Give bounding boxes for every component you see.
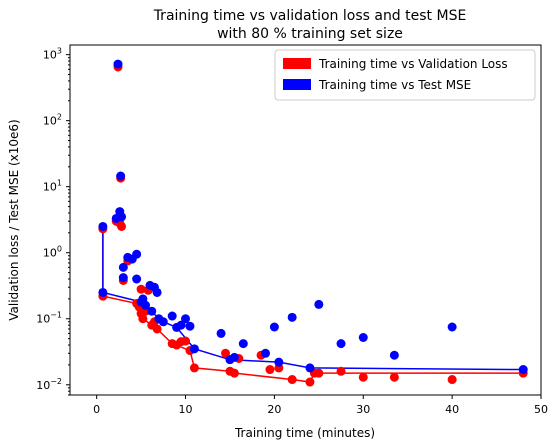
data-point-series-1: [118, 273, 128, 283]
data-point-series-1: [216, 328, 226, 338]
x-tick-label: 10: [179, 403, 193, 416]
data-point-series-1: [389, 350, 399, 360]
data-point-series-1: [189, 344, 199, 354]
y-tick-label: 103: [43, 47, 62, 62]
data-point-series-1: [305, 363, 315, 373]
data-point-series-0: [117, 221, 127, 231]
data-point-series-1: [181, 314, 191, 324]
x-axis-label: Training time (minutes): [234, 426, 375, 440]
data-points: [98, 59, 528, 387]
y-tick-label: 101: [43, 179, 62, 194]
data-point-series-1: [358, 332, 368, 342]
data-point-series-1: [261, 348, 271, 358]
y-tick-label: 102: [43, 113, 62, 128]
data-point-series-1: [98, 287, 108, 297]
data-point-series-1: [167, 311, 177, 321]
data-point-series-1: [152, 287, 162, 297]
legend-swatch-test-mse: [283, 79, 311, 90]
data-point-series-1: [116, 171, 126, 181]
y-tick-label: 100: [43, 245, 62, 260]
data-point-series-0: [358, 372, 368, 382]
data-point-series-1: [447, 322, 457, 332]
y-axis: 10−2 10−1 100 101 102 103: [36, 47, 70, 396]
y-tick-label: 10−2: [36, 377, 62, 392]
data-point-series-1: [185, 321, 195, 331]
data-point-series-1: [238, 339, 248, 349]
data-point-series-0: [305, 377, 315, 387]
legend-label-test-mse: Training time vs Test MSE: [318, 78, 471, 92]
legend-swatch-validation-loss: [283, 58, 311, 69]
data-point-series-1: [176, 320, 186, 330]
data-point-series-1: [118, 262, 128, 272]
data-point-series-0: [389, 372, 399, 382]
x-tick-label: 0: [93, 403, 100, 416]
x-tick-label: 50: [534, 403, 548, 416]
data-point-series-0: [447, 375, 457, 385]
legend-box: [274, 49, 536, 101]
x-axis: 0 10 20 30 40 50: [93, 395, 548, 416]
data-point-series-1: [117, 212, 127, 222]
data-point-series-1: [158, 317, 168, 327]
data-point-series-0: [138, 314, 148, 324]
y-axis-label: Validation loss / Test MSE (x10e6): [7, 119, 21, 321]
data-point-series-1: [518, 365, 528, 375]
x-tick-label: 20: [267, 403, 281, 416]
data-point-series-0: [265, 365, 275, 375]
data-point-series-0: [221, 348, 231, 358]
data-point-series-1: [274, 357, 284, 367]
data-point-series-0: [229, 368, 239, 378]
data-point-series-1: [132, 249, 142, 259]
data-point-series-1: [336, 339, 346, 349]
data-point-series-0: [336, 366, 346, 376]
data-point-series-1: [113, 59, 123, 69]
data-point-series-0: [287, 375, 297, 385]
chart-title-line-2: with 80 % training set size: [217, 26, 403, 42]
plot-frame: [69, 44, 542, 396]
data-point-series-1: [147, 306, 157, 316]
data-point-series-1: [98, 221, 108, 231]
data-point-series-1: [314, 299, 324, 309]
x-tick-label: 30: [356, 403, 370, 416]
data-point-series-1: [269, 322, 279, 332]
data-point-series-0: [181, 336, 191, 346]
data-point-series-1: [132, 274, 142, 284]
data-point-series-0: [152, 324, 162, 334]
x-tick-label: 40: [445, 403, 459, 416]
data-point-series-0: [314, 368, 324, 378]
data-point-series-0: [189, 363, 199, 373]
legend-label-validation-loss: Training time vs Validation Loss: [318, 57, 508, 71]
data-point-series-1: [141, 300, 151, 310]
data-point-series-1: [287, 312, 297, 322]
chart-title-line-1: Training time vs validation loss and tes…: [153, 8, 467, 24]
legend: Training time vs Validation Loss Trainin…: [274, 49, 536, 101]
data-point-series-1: [229, 352, 239, 362]
data-point-series-0: [136, 284, 146, 294]
y-tick-label: 10−1: [36, 311, 62, 326]
